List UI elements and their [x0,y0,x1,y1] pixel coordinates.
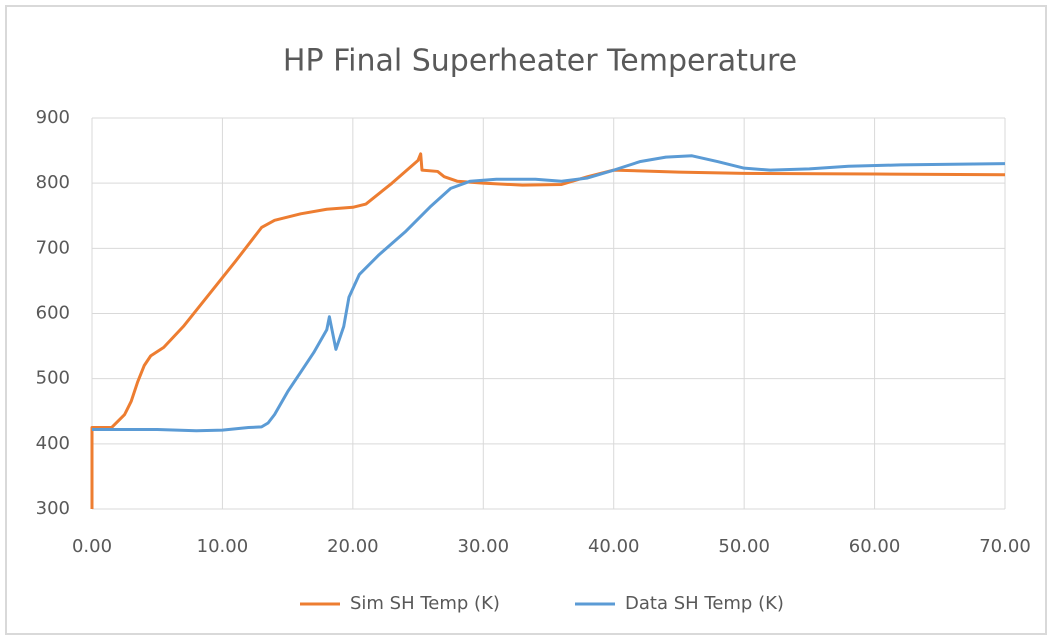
x-tick-label: 70.00 [979,536,1031,557]
x-tick-label: 0.00 [72,536,112,557]
chart-title: HP Final Superheater Temperature [283,44,797,79]
y-tick-label: 700 [36,237,70,258]
x-tick-label: 10.00 [197,536,249,557]
y-tick-label: 800 [36,172,70,193]
y-tick-label: 400 [36,433,70,454]
x-tick-label: 20.00 [327,536,379,557]
x-tick-label: 40.00 [588,536,640,557]
legend-label: Data SH Temp (K) [625,593,784,614]
x-tick-label: 50.00 [718,536,770,557]
y-tick-label: 300 [36,498,70,519]
x-tick-label: 30.00 [458,536,510,557]
y-tick-label: 600 [36,303,70,324]
chart-frame [5,5,1047,635]
data-line [92,154,1006,433]
legend-item: Sim SH Temp (K) [300,593,500,614]
x-tick-label: 60.00 [849,536,901,557]
legend-label: Sim SH Temp (K) [350,593,500,614]
y-tick-label: 500 [36,368,70,389]
y-tick-label: 900 [36,107,70,128]
legend-item: Data SH Temp (K) [575,593,784,614]
